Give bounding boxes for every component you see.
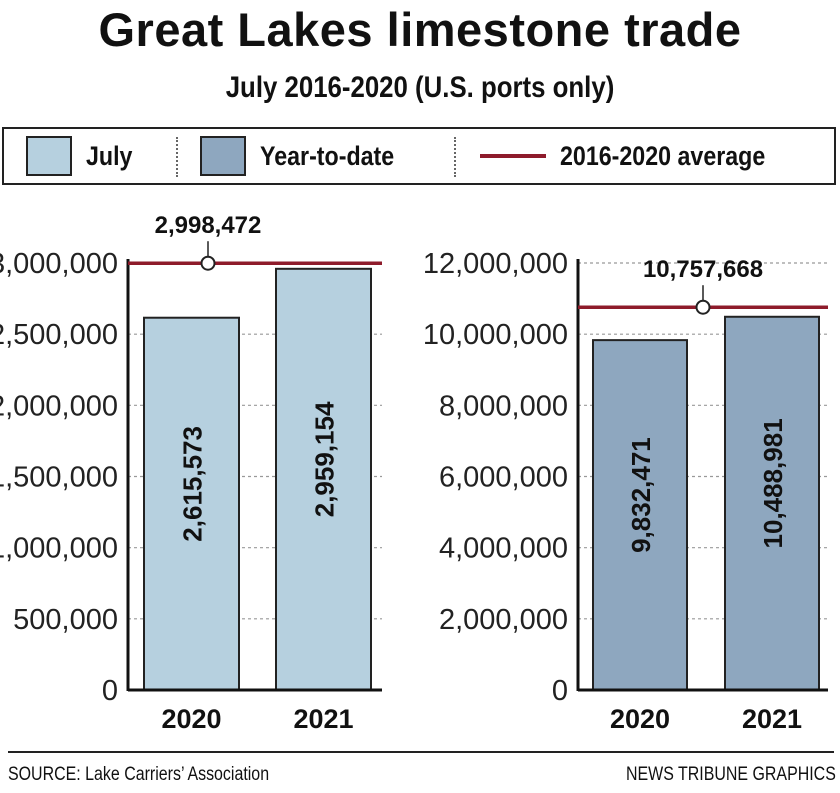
- july-average-marker: [200, 255, 216, 271]
- chart-subtitle: July 2016-2020 (U.S. ports only): [225, 71, 615, 104]
- legend-divider: [176, 137, 178, 177]
- ytd-y-tick-label: 8,000,000: [439, 390, 568, 422]
- ytd-bar-2021: [724, 315, 820, 691]
- source-note: SOURCE: Lake Carriers’ Association: [8, 764, 270, 785]
- july-y-tick-label: 2,500,000: [0, 319, 118, 351]
- legend-label-ytd: Year-to-date: [260, 140, 395, 171]
- legend-item-ytd: Year-to-date: [200, 129, 416, 183]
- july-bar-2021: [275, 267, 372, 691]
- legend: July Year-to-date 2016-2020 average: [2, 127, 836, 185]
- legend-item-july: July: [26, 129, 140, 183]
- ytd-y-tick-label: 10,000,000: [423, 319, 568, 351]
- graphics-credit: NEWS TRIBUNE GRAPHICS: [626, 764, 836, 785]
- ytd-y-tick-label: 4,000,000: [439, 533, 568, 565]
- july-bar-value-label: 2,615,573: [178, 426, 208, 542]
- legend-label-average: 2016-2020 average: [560, 140, 766, 171]
- july-y-tick-label: 3,000,000: [0, 248, 118, 280]
- ytd-y-tick-label: 2,000,000: [439, 604, 568, 636]
- july-x-category-label: 2021: [293, 704, 353, 734]
- charts-area: 0 500,000 1,000,000 1,500,000 2,000,000 2,500…: [0, 212, 828, 734]
- ytd-y-tick-label: 0: [552, 675, 568, 707]
- july-average-label: 2,998,472: [155, 212, 262, 239]
- legend-swatch-ytd: [200, 136, 246, 176]
- july-y-tick-label: 1,500,000: [0, 462, 118, 494]
- ytd-average-label: 10,757,668: [643, 256, 763, 283]
- july-y-tick-label: 0: [102, 675, 118, 707]
- ytd-y-tick-label: 12,000,000: [423, 248, 568, 280]
- legend-divider: [454, 137, 456, 177]
- ytd-x-category-label: 2021: [742, 704, 802, 734]
- ytd-bar-value-label: 10,488,981: [758, 418, 788, 548]
- july-x-category-label: 2020: [161, 704, 221, 734]
- legend-swatch-july: [26, 136, 72, 176]
- legend-line-average: [480, 154, 546, 158]
- ytd-x-category-label: 2020: [610, 704, 670, 734]
- ytd-y-tick-label: 6,000,000: [439, 462, 568, 494]
- legend-label-july: July: [86, 140, 133, 171]
- july-bar-value-label: 2,959,154: [310, 401, 340, 517]
- chart-title: Great Lakes limestone trade: [98, 3, 742, 56]
- footer-rule: [8, 751, 834, 753]
- ytd-bar-value-label: 9,832,471: [626, 437, 656, 553]
- ytd-average-marker: [695, 299, 711, 315]
- legend-item-average: 2016-2020 average: [480, 129, 799, 183]
- july-y-tick-label: 2,000,000: [0, 390, 118, 422]
- july-y-tick-label: 500,000: [13, 604, 118, 636]
- july-y-tick-label: 1,000,000: [0, 533, 118, 565]
